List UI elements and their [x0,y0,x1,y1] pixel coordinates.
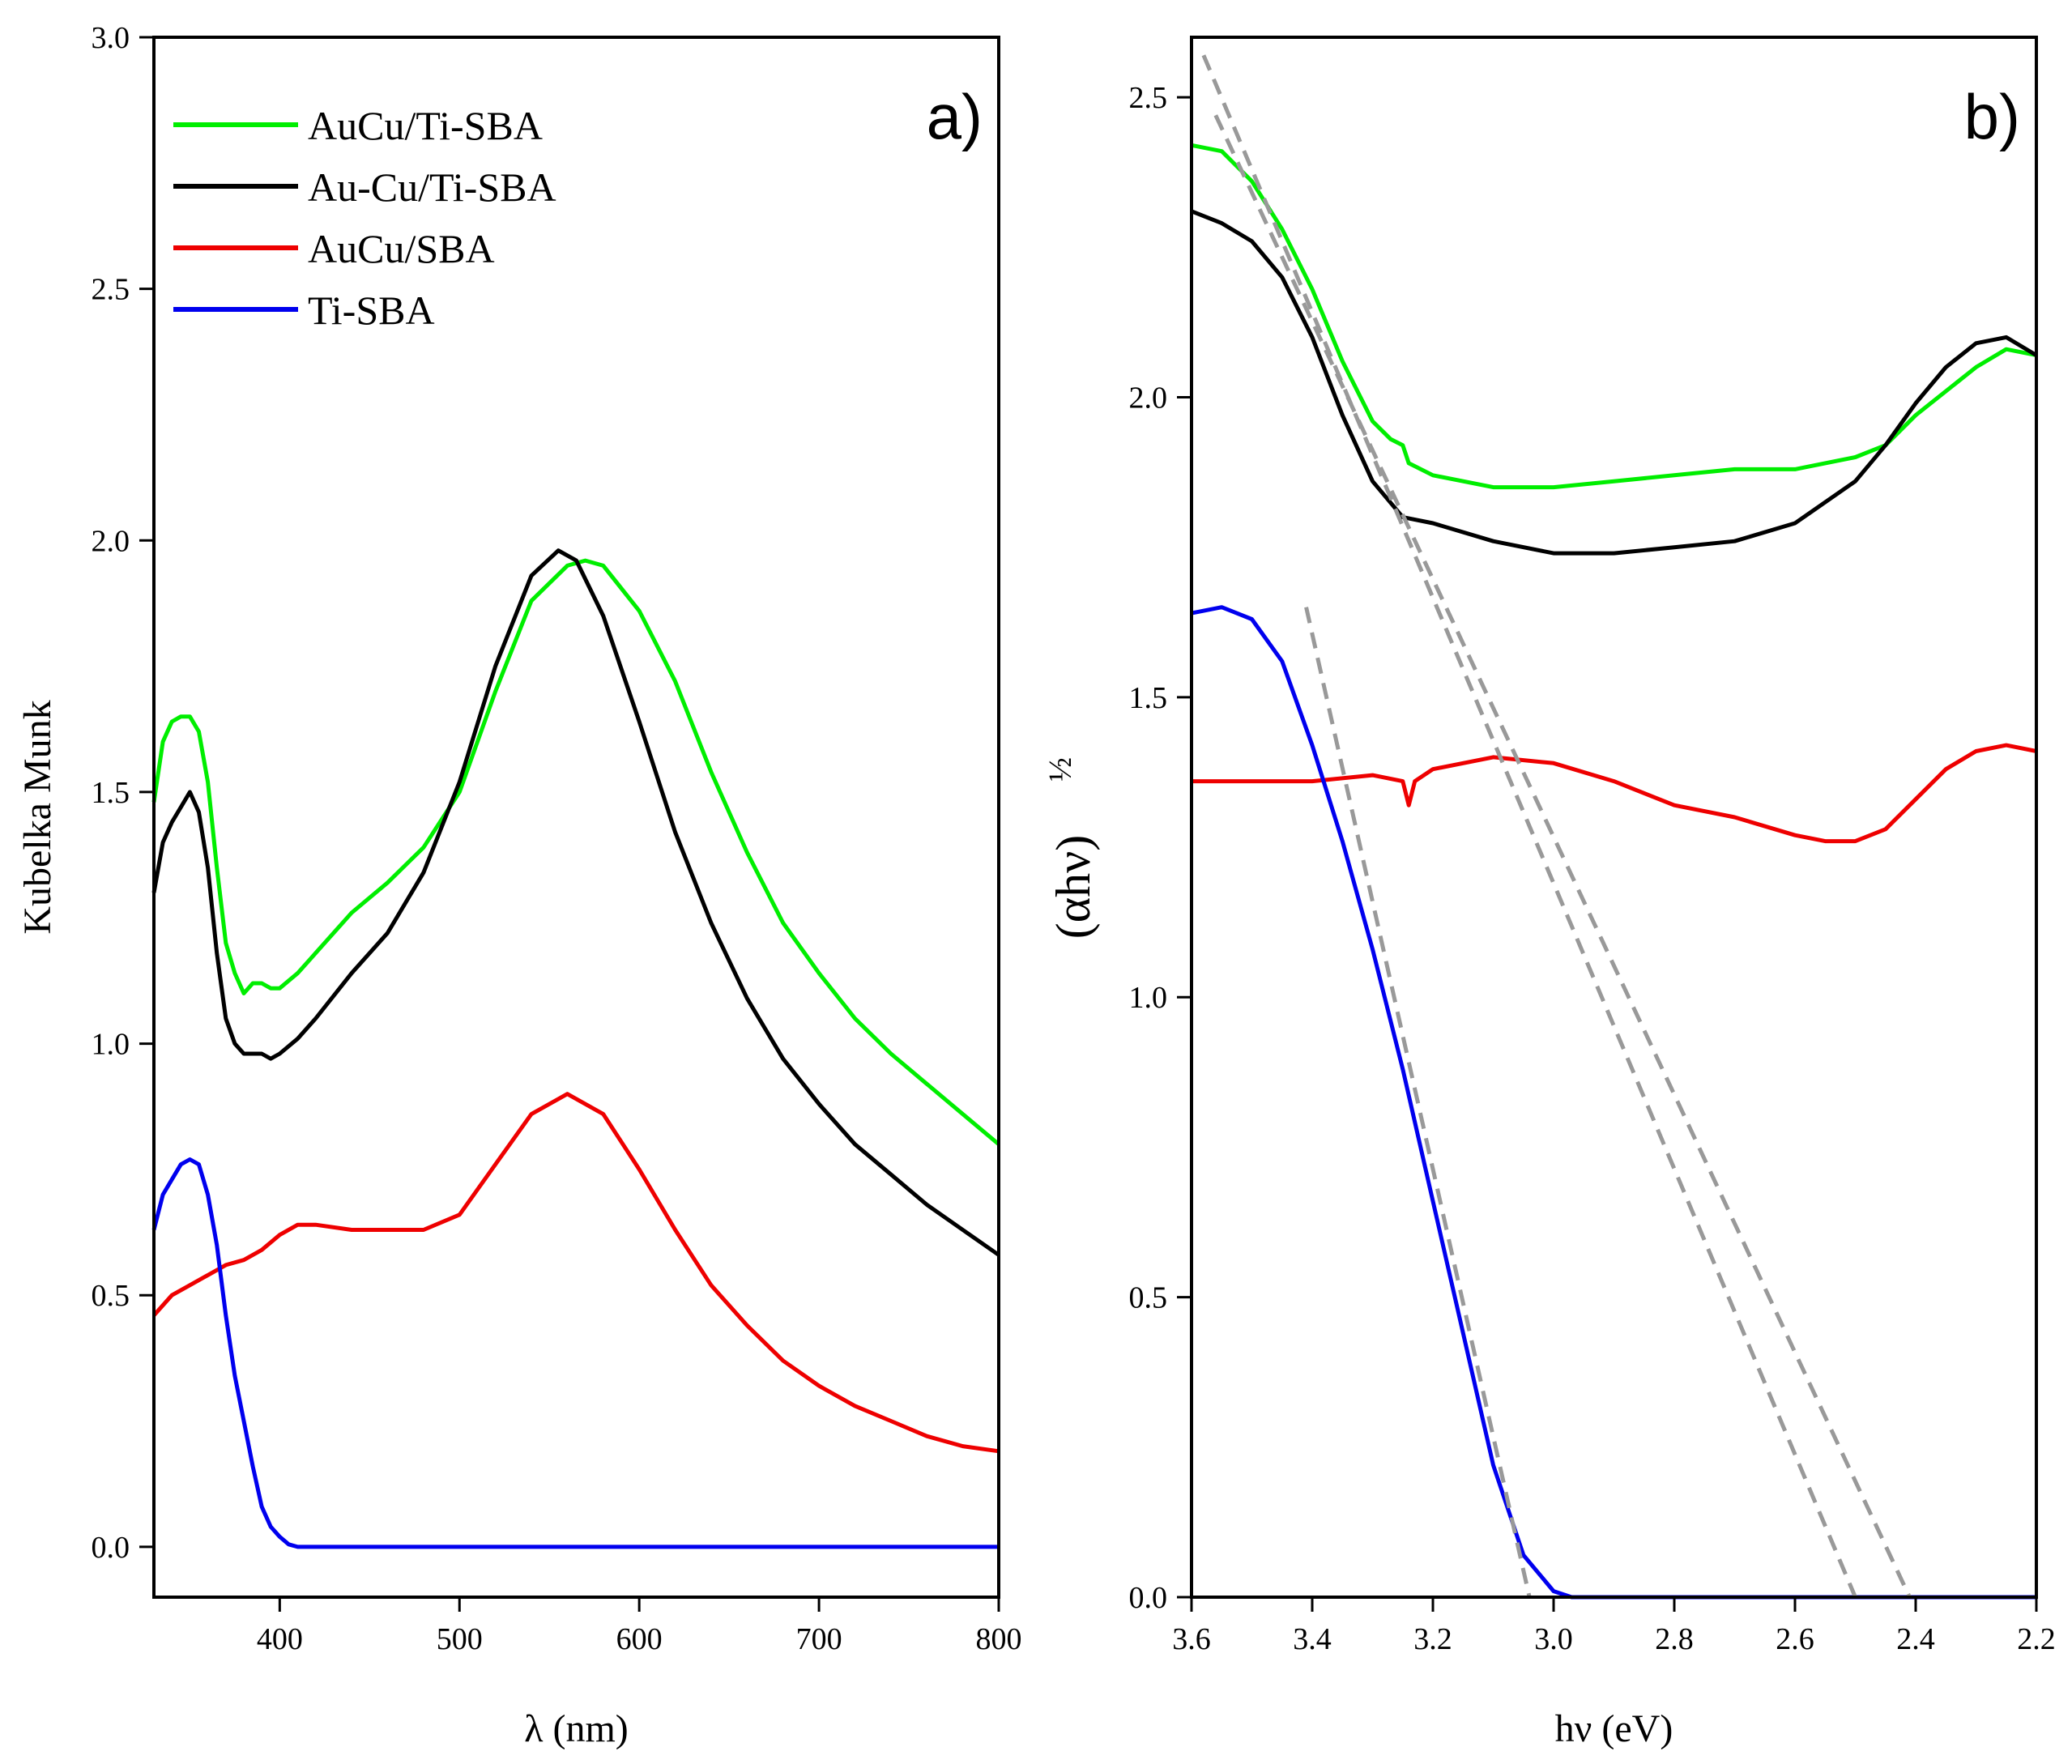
panel-a-x-tick-label: 800 [976,1622,1022,1656]
panel-b-y-tick-label: 2.5 [1129,81,1168,115]
panel-b-x-tick-label: 3.4 [1293,1622,1332,1656]
panel-b-y-tick-label: 0.0 [1129,1581,1168,1615]
panel-a-x-tick-label: 500 [437,1622,483,1656]
panel-b-x-tick-label: 2.8 [1655,1622,1694,1656]
panel-b-y-axis-title-exponent: ½ [1042,757,1078,782]
panel-b-series-aucu-ti-sba [1191,143,2037,490]
panel-a-y-tick-label: 2.5 [92,273,130,307]
panel-a-y-tick-label: 3.0 [92,21,130,55]
panel-b-tangent-line [1201,54,1857,1598]
panel-b-x-tick-label: 2.6 [1776,1622,1814,1656]
panel-b-ticks: 3.6 3.4 3.2 3.0 2.8 2.6 2.4 2.2 0.0 0.5 1.0 1.5 2.0 2… [1129,81,2056,1656]
panel-b-x-tick-label: 3.0 [1534,1622,1573,1656]
panel-a-y-tick-label: 1.0 [92,1028,130,1062]
panel-b-label: b) [1964,81,2020,152]
panel-b-y-tick-label: 1.0 [1129,981,1168,1015]
panel-b-y-tick-label: 1.5 [1129,681,1168,715]
panel-a-y-axis-title: Kubelka Munk [16,700,59,934]
panel-a-y-tick-label: 0.5 [92,1279,130,1313]
panel-b-tangent-line [1213,114,1912,1599]
panel-a-x-tick-label: 700 [796,1622,842,1656]
panel-b-x-tick-label: 3.2 [1413,1622,1452,1656]
panel-b-axes-frame [1190,36,2038,1599]
panel-a-series-ti-sba [151,1157,999,1549]
legend-label-aucu-ti-sba: AuCu/Ti-SBA [308,103,543,148]
legend-label-aucu-sba: AuCu/SBA [308,226,495,271]
panel-b-y-tick-label: 0.5 [1129,1281,1168,1315]
legend-label-ti-sba: Ti-SBA [308,288,435,333]
panel-a-y-tick-label: 1.5 [92,776,130,810]
panel-b-series-au-cu-ti-sba [1191,209,2038,556]
legend-label-au-cu-ti-sba: Au-Cu/Ti-SBA [308,164,556,210]
panel-b-x-axis-title: hν (eV) [1555,1707,1673,1750]
panel-b-x-tick-label: 2.4 [1896,1622,1935,1656]
panel-a-series-aucu-ti-sba [151,558,1000,1146]
panel-b-series-group [1191,143,2038,1600]
chart-panel-b: 3.6 3.4 3.2 3.0 2.8 2.6 2.4 2.2 0.0 0.5 1.0 1.5 2.0 2… [1042,36,2056,1750]
panel-a-ticks: 400 500 600 700 800 0.0 0.5 1.0 1.5 2.0 2.5 3.0 [92,21,1022,1656]
panel-b-series-aucu-sba [1192,743,2037,844]
panel-b-y-axis-title-base: (αhν) [1047,835,1100,940]
panel-a-series-au-cu-ti-sba [151,548,1000,1257]
panel-a-x-tick-label: 400 [257,1622,303,1656]
panel-b-tangent-lines [1201,54,1912,1599]
panel-a-x-tick-label: 600 [616,1622,663,1656]
panel-a-x-axis-title: λ (nm) [524,1707,629,1750]
panel-a-y-tick-label: 2.0 [92,524,130,558]
panel-b-x-tick-label: 2.2 [2017,1622,2056,1656]
legend: AuCu/Ti-SBA Au-Cu/Ti-SBA AuCu/SBA Ti-SBA [173,103,556,333]
panel-a-y-tick-label: 0.0 [92,1531,130,1565]
panel-b-tangent-line [1304,607,1532,1598]
panel-b-y-axis-title: (αhν) ½ [1042,757,1100,939]
panel-a-series-group [151,548,1000,1549]
panel-a-series-aucu-sba [152,1092,1000,1454]
panel-b-x-tick-label: 3.6 [1172,1622,1211,1656]
panel-a-axes-frame [152,36,1000,1599]
panel-b-y-tick-label: 2.0 [1129,381,1168,415]
panel-a-label: a) [927,81,983,152]
